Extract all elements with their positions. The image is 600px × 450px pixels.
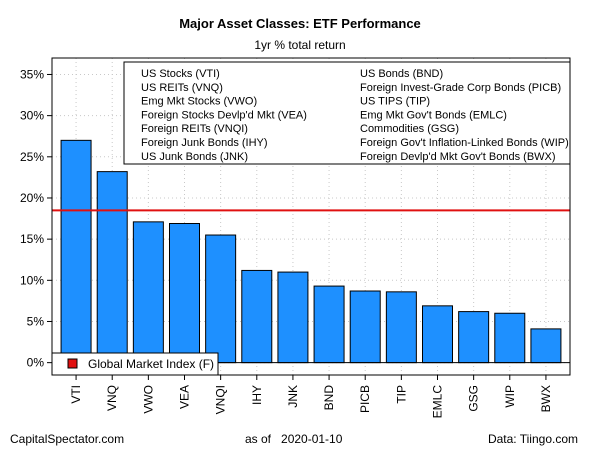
legend-entry: Commodities (GSG) <box>360 123 459 135</box>
x-tick-label-vea: VEA <box>178 385 192 409</box>
reference-legend-box <box>51 352 219 376</box>
legend-entry: US Bonds (BND) <box>360 68 443 80</box>
bar-tip <box>385 291 417 364</box>
bar-vnq <box>96 171 128 364</box>
x-tick-label-vti: VTI <box>69 385 83 404</box>
plot-frame <box>51 57 571 376</box>
bar-emlc <box>422 305 453 364</box>
legend-entry: US Stocks (VTI) <box>141 68 220 80</box>
bar-vwo <box>132 221 164 364</box>
legend-entry: US Junk Bonds (JNK) <box>141 151 248 163</box>
x-tick-label-picb: PICB <box>358 385 372 413</box>
footer-source-site: CapitalSpectator.com <box>10 432 125 446</box>
x-tick-label-ihy: IHY <box>250 385 264 405</box>
footer-date: as of 2020-01-10 <box>245 432 343 446</box>
bar-bnd <box>313 285 345 364</box>
bar-ihy <box>241 269 273 364</box>
bars-layer <box>60 139 562 364</box>
etf-legend-box <box>123 61 571 165</box>
reference-legend-label: Global Market Index (F) <box>88 357 214 371</box>
legend-entry: Foreign REITs (VNQI) <box>141 123 248 135</box>
bar-bwx <box>530 328 562 364</box>
bar-gsg <box>458 311 490 364</box>
x-tick-label-bwx: BWX <box>539 385 553 412</box>
legend-entry: Emg Mkt Gov't Bonds (EMLC) <box>360 109 507 121</box>
footer-data-source: Data: Tiingo.com <box>487 432 578 446</box>
legend-entry: Foreign Invest-Grade Corp Bonds (PICB) <box>360 82 561 94</box>
x-tick-label-tip: TIP <box>394 385 408 404</box>
x-tick-label-gsg: GSG <box>467 385 481 412</box>
legend-entry: Foreign Stocks Devlp'd Mkt (VEA) <box>141 109 307 121</box>
x-tick-label-wip: WIP <box>503 385 517 408</box>
legend-entry: Foreign Junk Bonds (IHY) <box>141 137 268 149</box>
legend-entry: US REITs (VNQ) <box>141 82 223 94</box>
x-tick-label-jnk: JNK <box>286 385 300 408</box>
y-tick-label: 30% <box>20 109 44 123</box>
legend-entry: Foreign Devlp'd Mkt Gov't Bonds (BWX) <box>360 151 556 163</box>
y-tick-label: 25% <box>20 150 44 164</box>
y-tick-label: 15% <box>20 232 44 246</box>
y-tick-label: 0% <box>27 356 45 370</box>
x-tick-label-bnd: BND <box>322 385 336 411</box>
y-tick-label: 5% <box>27 314 45 328</box>
bar-vnqi <box>205 234 237 364</box>
x-tick-label-vnq: VNQ <box>105 385 119 411</box>
bar-picb <box>349 290 381 364</box>
bar-jnk <box>277 271 309 364</box>
x-tick-label-vnqi: VNQI <box>214 385 228 414</box>
x-tick-label-vwo: VWO <box>141 385 155 414</box>
legend-entry: Emg Mkt Stocks (VWO) <box>141 96 257 108</box>
y-tick-label: 20% <box>20 191 44 205</box>
reference-legend-swatch <box>67 358 78 369</box>
chart-subtitle: 1yr % total return <box>254 38 346 52</box>
axis-layer: 0% 5% 10% 15% 20% 25% 30% 35% VTI VNQ VWO VEA VNQI IH… <box>20 57 571 419</box>
legend-entry: US TIPS (TIP) <box>360 96 430 108</box>
x-tick-label-emlc: EMLC <box>431 385 445 419</box>
bar-wip <box>494 312 526 364</box>
y-tick-label: 10% <box>20 273 44 287</box>
bar-vea <box>169 222 200 364</box>
chart-title: Major Asset Classes: ETF Performance <box>179 16 421 31</box>
legend-layer: US Stocks (VTI) US REITs (VNQ) Emg Mkt Sto… <box>51 61 571 376</box>
legend-entry: Foreign Gov't Inflation-Linked Bonds (WI… <box>360 137 569 149</box>
bar-vti <box>60 139 92 364</box>
y-tick-label: 35% <box>20 67 44 81</box>
